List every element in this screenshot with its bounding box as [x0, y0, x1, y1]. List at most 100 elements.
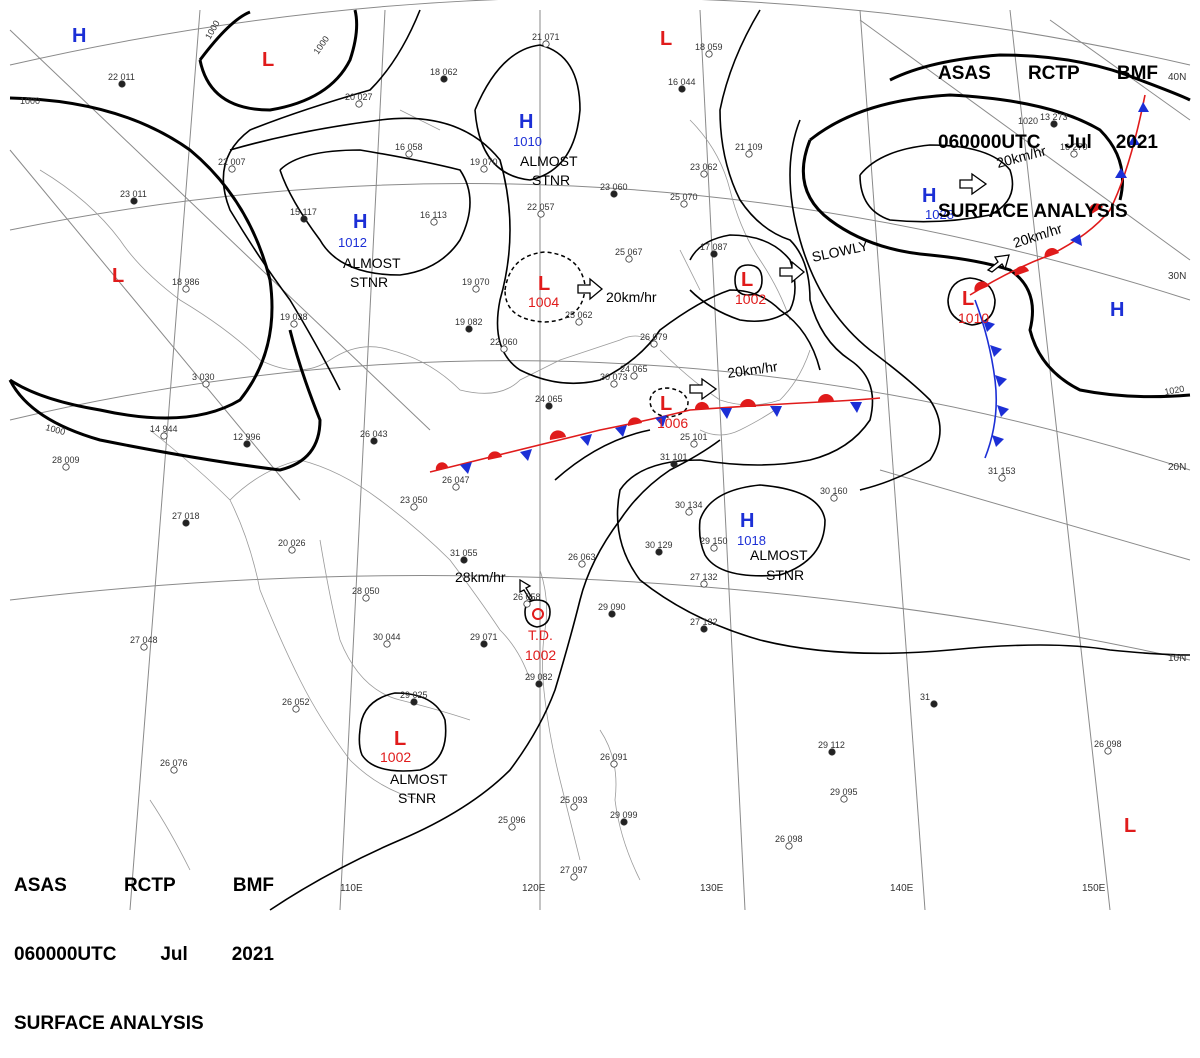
station-circle [480, 165, 488, 173]
header-top: ASAS RCTP BMF 060000UTC Jul 2021 SURFACE ANA… [938, 16, 1158, 246]
header-product: ASAS [938, 63, 991, 84]
low-pressure-value: 1002 [380, 749, 411, 765]
station-circle [160, 432, 168, 440]
station-circle [930, 700, 938, 708]
high-letter: H [353, 211, 367, 233]
station-circle [182, 285, 190, 293]
system-note: STNR [532, 172, 570, 188]
station-circle [610, 190, 618, 198]
station-label: 22 007 [218, 157, 246, 167]
station-circle [670, 460, 678, 468]
station-circle [410, 503, 418, 511]
station-label: 29 095 [830, 787, 858, 797]
station-circle [685, 508, 693, 516]
system-note: ALMOST [750, 547, 808, 563]
station-label: 31 [920, 692, 930, 702]
station-plots: 22 011 20 027 16 058 18 062 21 071 19 070 23 0… [52, 32, 1122, 881]
header-title: SURFACE ANALYSIS [938, 201, 1128, 222]
weather-map: 1000 1000 1000 1000 1020 1020 [8, 0, 1191, 911]
station-circle [383, 640, 391, 648]
station-circle [998, 474, 1006, 482]
front-stationary [429, 394, 881, 474]
station-circle [575, 318, 583, 326]
station-circle [465, 325, 473, 333]
station-label: 18 062 [430, 67, 458, 77]
station-circle [1070, 150, 1078, 158]
station-circle [630, 372, 638, 380]
station-circle [570, 803, 578, 811]
lon-label: 140E [890, 883, 914, 894]
station-label: 16 044 [668, 77, 696, 87]
station-circle [460, 556, 468, 564]
station-label: 30 129 [645, 540, 673, 550]
station-label: 29 090 [598, 602, 626, 612]
low-letter: L [962, 288, 974, 310]
station-label: 25 070 [670, 192, 698, 202]
td-pressure-value: 1002 [525, 647, 556, 663]
station-label: 30 073 [600, 372, 628, 382]
station-label: 29 099 [610, 810, 638, 820]
system-note: STNR [398, 790, 436, 806]
station-label: 22 060 [490, 337, 518, 347]
station-circle [430, 218, 438, 226]
station-label: 26 043 [360, 429, 388, 439]
station-circle [620, 818, 628, 826]
station-circle [288, 546, 296, 554]
station-circle [292, 705, 300, 713]
station-circle [508, 823, 516, 831]
station-label: 16 058 [395, 142, 423, 152]
station-label: 26 076 [160, 758, 188, 768]
high-pressure-value: 1018 [737, 533, 766, 548]
station-label: 26 098 [1094, 739, 1122, 749]
low-letter: L [660, 393, 672, 415]
station-circle [243, 440, 251, 448]
header-code: BMF [232, 875, 274, 896]
pressure-systems: H L L H 1010 ALMOST STNR H 1012 ALMOST S… [72, 25, 1136, 837]
station-label: 22 057 [527, 202, 555, 212]
station-circle [472, 285, 480, 293]
station-circle [405, 150, 413, 158]
station-label: 26 052 [282, 697, 310, 707]
station-label: 27 048 [130, 635, 158, 645]
station-label: 29 025 [400, 690, 428, 700]
high-letter: H [519, 111, 533, 133]
lat-label: 10N [1168, 653, 1186, 664]
station-circle [300, 215, 308, 223]
axis-labels: 110E 120E 130E 140E 150E 10N 20N 30N 40N [340, 72, 1186, 894]
header-month: Jul [160, 944, 188, 965]
isobar-label: 1000 [20, 96, 40, 106]
station-label: 3 030 [192, 372, 215, 382]
station-circle [705, 50, 713, 58]
station-circle [535, 680, 543, 688]
front-northeast [969, 94, 1149, 459]
station-circle [537, 210, 545, 218]
station-label: 28 009 [52, 455, 80, 465]
station-label: 26 091 [600, 752, 628, 762]
station-circle [700, 170, 708, 178]
station-circle [130, 197, 138, 205]
station-circle [840, 795, 848, 803]
station-label: 27 132 [690, 572, 718, 582]
high-letter: H [922, 185, 936, 207]
system-note: STNR [350, 274, 388, 290]
station-label: 24 065 [620, 364, 648, 374]
station-label: 27 097 [560, 865, 588, 875]
station-label: 30 134 [675, 500, 703, 510]
station-circle [650, 340, 658, 348]
speed-label: 20km/hr [726, 358, 779, 381]
station-label: 19 070 [470, 157, 498, 167]
station-circle [62, 463, 70, 471]
station-label: 24 065 [535, 394, 563, 404]
lon-label: 110E [340, 883, 363, 894]
station-label: 29 112 [818, 740, 845, 750]
header-issuer: RCTP [1027, 63, 1080, 84]
station-label: 26 098 [775, 834, 803, 844]
station-label: 31 101 [660, 452, 688, 462]
station-circle [452, 483, 460, 491]
motion-arrows [519, 172, 1010, 602]
lat-label: 20N [1168, 462, 1186, 473]
station-circle [828, 748, 836, 756]
station-label: 13 273 [1040, 112, 1068, 122]
low-letter: L [1124, 815, 1136, 837]
low-pressure-value: 1004 [528, 294, 559, 310]
